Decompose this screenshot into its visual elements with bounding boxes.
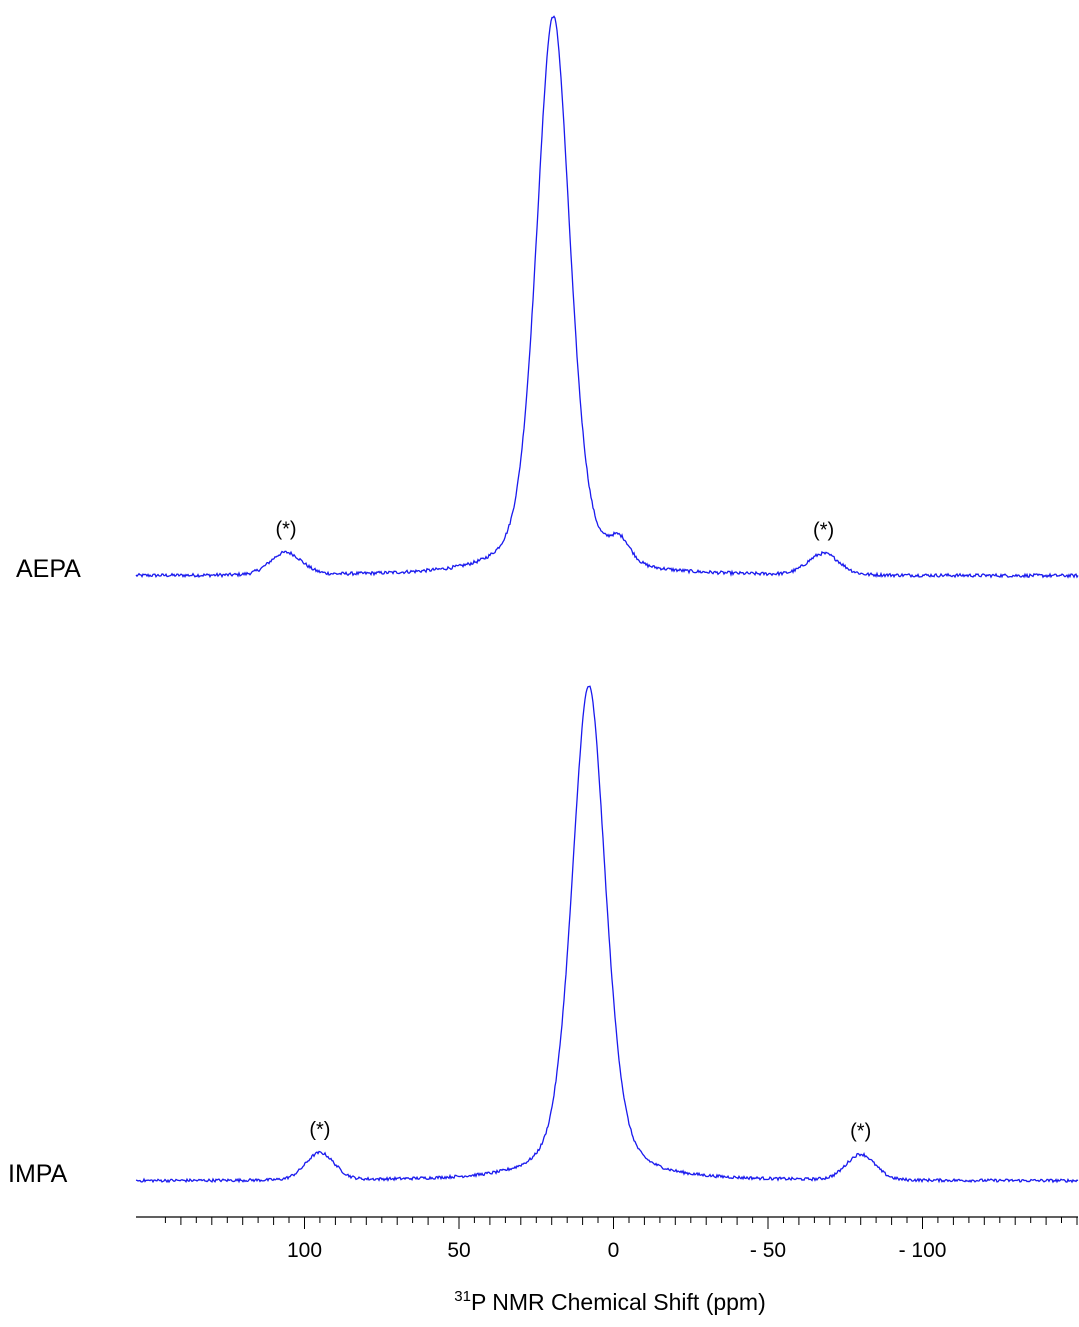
- x-axis-label-text: P NMR Chemical Shift (ppm): [471, 1289, 766, 1315]
- x-axis-label: 31P NMR Chemical Shift (ppm): [454, 1288, 766, 1315]
- series-label-aepa: AEPA: [16, 555, 81, 583]
- annotation-impa-1: (*): [850, 1120, 871, 1142]
- spectrum-line-aepa: [135, 15, 1079, 579]
- x-tick-label: 100: [287, 1239, 322, 1262]
- x-tick-label: 0: [608, 1239, 620, 1262]
- x-tick-label: 50: [447, 1239, 470, 1262]
- spectrum-line-impa: [135, 685, 1079, 1184]
- annotation-aepa-1: (*): [813, 520, 834, 542]
- annotation-aepa-0: (*): [275, 519, 296, 541]
- x-tick-label: - 50: [750, 1239, 786, 1262]
- series-label-impa: IMPA: [8, 1160, 68, 1188]
- annotation-impa-0: (*): [309, 1119, 330, 1141]
- x-tick-label: - 100: [899, 1239, 947, 1262]
- x-axis-label-superscript: 31: [454, 1288, 471, 1305]
- spectra-group: AEPA (*) (*) IMPA (*) (*): [8, 15, 1079, 1188]
- x-axis: 100 50 0 - 50 - 100: [136, 1216, 1078, 1262]
